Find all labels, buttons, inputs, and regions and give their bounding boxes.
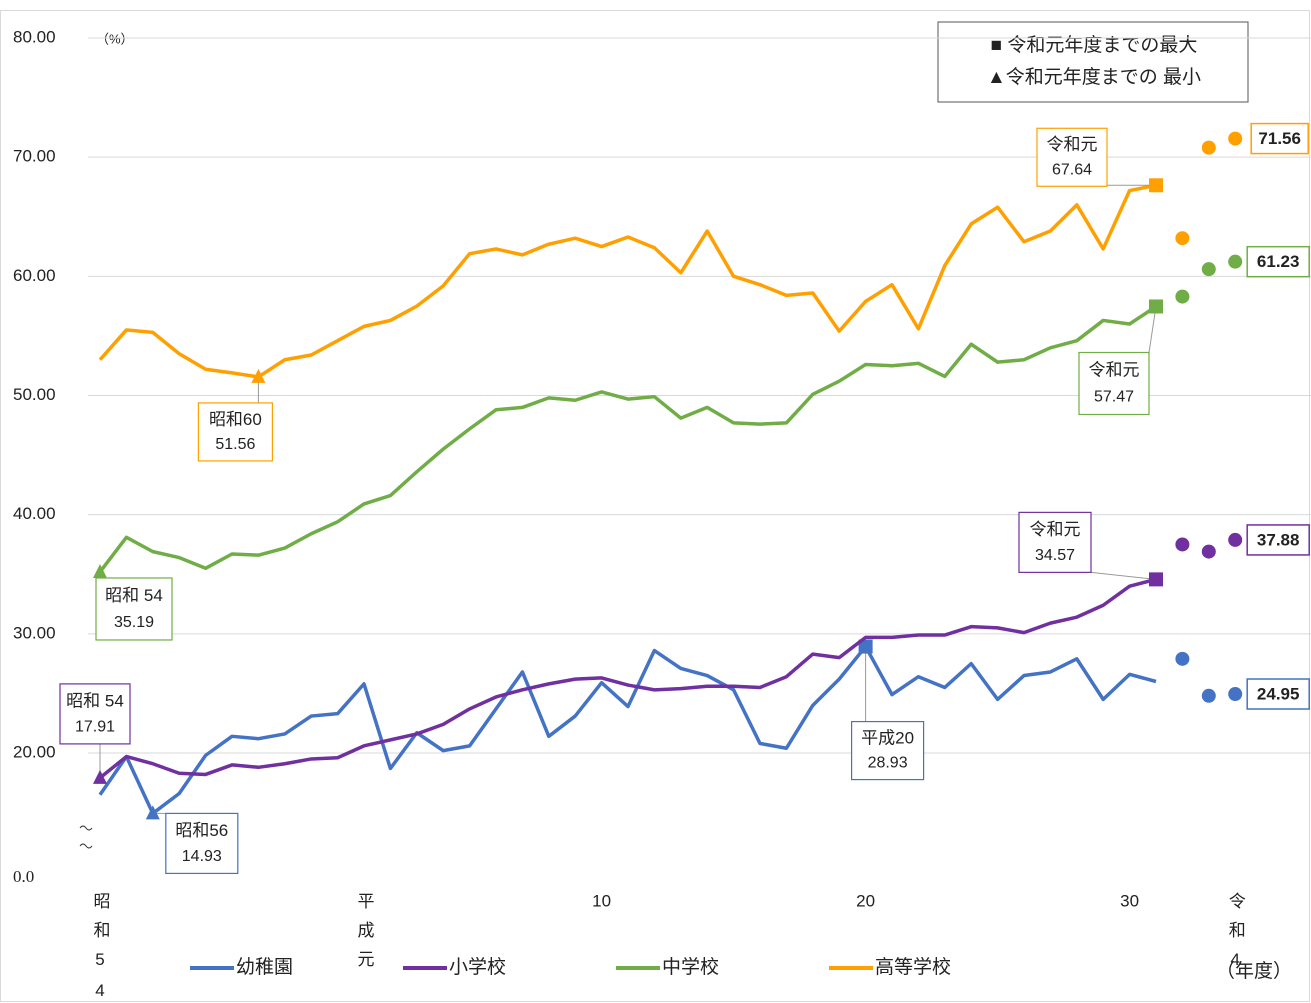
callout-connector (1148, 306, 1157, 353)
recent-dot (1228, 687, 1243, 702)
end-label-box (1246, 678, 1310, 710)
y-tick-label: 20.00 (13, 742, 56, 761)
min-marker (145, 805, 160, 820)
callout-value: 14.93 (182, 848, 222, 865)
callout-label: 平成20 (861, 728, 914, 747)
y-tick-label: 40.00 (13, 504, 56, 523)
max-marker (858, 639, 873, 654)
recent-dot (1228, 131, 1243, 146)
max-marker (1149, 299, 1163, 314)
y-tick-label: 60.00 (13, 266, 56, 285)
recent-dot (1175, 651, 1190, 666)
callout-label: 令和元 (1089, 361, 1140, 380)
legend-label: 幼稚園 (236, 956, 293, 978)
callout-label: 昭和60 (209, 410, 262, 429)
recent-dot (1228, 254, 1243, 269)
y-tick-label: 80.00 (13, 27, 56, 46)
callout-box (1018, 511, 1092, 573)
series-line (98, 305, 1157, 574)
x-tick-label: 30 (1120, 891, 1139, 910)
min-marker (251, 368, 266, 383)
end-label: 71.56 (1258, 129, 1301, 148)
legend-label: 中学校 (662, 956, 719, 978)
callout-box (95, 577, 173, 641)
callout-value: 17.91 (75, 718, 115, 735)
recent-dot (1201, 140, 1216, 155)
y-tick-label: 50.00 (13, 385, 56, 404)
recent-dot (1201, 688, 1216, 703)
recent-dot (1201, 544, 1216, 559)
y-unit: （%） (96, 31, 134, 46)
callout-value: 67.64 (1052, 161, 1092, 178)
callout-connector (1090, 571, 1157, 580)
x-tick-label: 20 (856, 891, 875, 910)
callout-box (1036, 127, 1108, 187)
callout-label: 昭和 54 (66, 691, 124, 710)
max-marker (1149, 572, 1163, 587)
callout-box (1078, 351, 1150, 416)
axis-break (79, 825, 93, 849)
end-label-box (1250, 122, 1309, 155)
callout-label: 令和元 (1047, 135, 1098, 154)
min-marker (93, 563, 107, 578)
x-tick-label: 昭和54 (91, 892, 111, 1003)
marker-legend-max: ■ 令和元年度までの最大 (991, 34, 1198, 56)
recent-dot (1175, 289, 1190, 304)
callout-value: 57.47 (1094, 388, 1134, 405)
recent-dot (1175, 537, 1190, 552)
callout-box (165, 812, 239, 875)
end-label-box (1246, 524, 1310, 556)
callout-label: 令和元 (1030, 520, 1081, 539)
callout-value: 35.19 (114, 614, 154, 631)
recent-dot (1228, 532, 1243, 547)
callout-box (59, 683, 131, 745)
series-line (98, 577, 1157, 780)
y-tick-label: 0.0 (13, 867, 34, 886)
marker-legend-box (937, 21, 1249, 103)
legend-label: 高等学校 (875, 956, 951, 978)
callout-box (850, 720, 925, 781)
marker-legend-min: ▲令和元年度までの 最小 (987, 66, 1201, 88)
x-tick-label: 10 (592, 891, 611, 910)
chart-frame (0, 10, 1310, 1002)
end-label: 24.95 (1257, 684, 1300, 703)
callout-value: 51.56 (215, 436, 255, 453)
series-line (98, 183, 1157, 379)
callout-label: 昭和 54 (105, 586, 163, 605)
x-tick-label: 令和4 (1226, 892, 1246, 981)
callout-box (197, 402, 273, 462)
callout-label: 昭和56 (175, 821, 228, 840)
recent-dot (1201, 262, 1216, 277)
y-tick-label: 70.00 (13, 147, 56, 166)
end-label-box (1246, 245, 1310, 278)
callout-value: 34.57 (1035, 547, 1075, 564)
max-marker (1149, 178, 1163, 193)
series-line (98, 644, 1157, 816)
end-label: 61.23 (1257, 252, 1300, 271)
end-label: 37.88 (1257, 530, 1300, 549)
y-tick-label: 30.00 (13, 623, 56, 642)
min-marker (93, 769, 107, 784)
recent-dot (1175, 231, 1190, 246)
legend-label: 小学校 (449, 956, 506, 978)
x-tick-label: 平成元 (355, 892, 375, 979)
x-unit: （年度） (1216, 960, 1292, 982)
callout-value: 28.93 (868, 755, 908, 772)
